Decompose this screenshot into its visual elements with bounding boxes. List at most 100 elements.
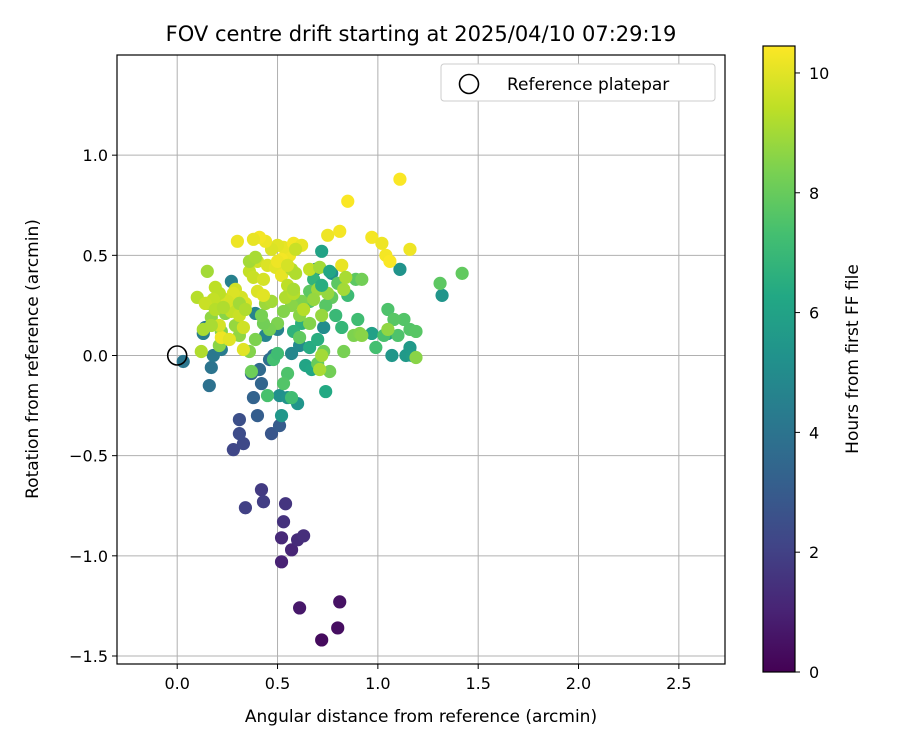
data-point [323, 264, 337, 278]
data-point [246, 390, 261, 405]
colorbar-tick-label: 10 [809, 64, 829, 83]
colorbar-tick-label: 4 [809, 423, 819, 442]
data-point [280, 258, 295, 272]
data-point [335, 320, 349, 335]
y-axis-ticks: −1.5 −1.0 −0.5 0.0 0.5 1.0 [69, 146, 117, 666]
data-point [319, 384, 333, 399]
data-point [244, 364, 259, 379]
data-point [248, 250, 263, 264]
data-point [230, 234, 244, 248]
data-point [365, 230, 379, 244]
data-point [297, 302, 311, 317]
data-point [274, 531, 289, 545]
data-point [381, 302, 395, 317]
data-point [303, 340, 317, 355]
data-point [393, 172, 407, 186]
data-point [319, 298, 333, 313]
colorbar-label: Hours from first FF file [843, 264, 863, 454]
colorbar-gradient [762, 45, 796, 673]
y-tick-label: 0.5 [83, 246, 108, 265]
data-point [246, 270, 261, 284]
data-point [317, 320, 331, 335]
data-point [274, 268, 289, 282]
data-point [455, 266, 469, 280]
data-point [272, 419, 287, 433]
data-point [274, 408, 289, 423]
data-point [222, 332, 236, 347]
data-point [276, 376, 291, 391]
x-tick-label: 1.5 [465, 674, 490, 693]
colorbar-ticks: 0 2 4 6 8 10 [795, 64, 829, 682]
data-point [204, 318, 218, 333]
data-point [393, 262, 407, 276]
data-point [274, 555, 289, 569]
data-point [435, 288, 449, 302]
data-point [256, 288, 271, 302]
data-point [321, 228, 335, 242]
data-point [270, 254, 285, 268]
data-point [250, 408, 265, 423]
data-point [284, 543, 299, 557]
data-point [226, 443, 240, 457]
data-point [403, 242, 417, 256]
legend-marker [458, 73, 480, 95]
data-point [248, 332, 263, 347]
data-point [256, 272, 271, 286]
data-point [337, 344, 351, 359]
data-point [264, 427, 279, 441]
data-point [311, 332, 325, 347]
data-point [260, 388, 275, 403]
plot-frame [116, 54, 726, 665]
data-point [333, 224, 347, 238]
x-tick-label: 2.0 [566, 674, 591, 693]
data-point [232, 427, 247, 441]
legend-box [440, 63, 716, 102]
data-point [194, 344, 208, 359]
data-point [323, 364, 337, 379]
data-point [303, 262, 317, 276]
data-point [375, 236, 389, 250]
data-point [216, 300, 230, 315]
data-point [256, 495, 271, 509]
y-tick-label: −1.0 [69, 547, 108, 566]
data-point [303, 316, 317, 331]
data-point [284, 346, 299, 361]
data-point [198, 296, 212, 311]
data-point [339, 270, 353, 284]
y-tick-label: −0.5 [69, 447, 108, 466]
data-point [433, 276, 447, 290]
data-point [397, 312, 411, 327]
data-point [341, 194, 355, 208]
data-point [315, 633, 329, 647]
x-axis-label: Angular distance from reference (arcmin) [245, 707, 597, 727]
data-point [315, 244, 329, 258]
data-point [365, 326, 379, 341]
data-point [369, 340, 383, 355]
data-point [351, 312, 365, 327]
colorbar-tick-label: 0 [809, 663, 819, 682]
x-tick-label: 0.5 [265, 674, 290, 693]
data-point [278, 497, 293, 511]
data-point [254, 376, 269, 391]
colorbar-tick-label: 6 [809, 304, 819, 323]
data-point [383, 254, 397, 268]
data-point [202, 378, 216, 393]
data-point [385, 348, 399, 363]
data-point [409, 350, 423, 365]
data-point [293, 330, 307, 345]
data-point [355, 328, 369, 343]
legend: Reference platepar [440, 63, 716, 102]
data-point [387, 312, 401, 327]
data-point [284, 390, 299, 405]
colorbar-tick-label: 8 [809, 184, 819, 203]
data-point [254, 308, 269, 323]
colorbar: 0 2 4 6 8 10 Hours from first FF file [762, 45, 863, 682]
data-point [286, 282, 301, 296]
data-point [313, 362, 327, 377]
x-tick-label: 0.0 [164, 674, 189, 693]
data-point [280, 366, 295, 381]
data-point [331, 621, 345, 635]
scatter-points [176, 172, 469, 647]
data-point [246, 232, 261, 246]
